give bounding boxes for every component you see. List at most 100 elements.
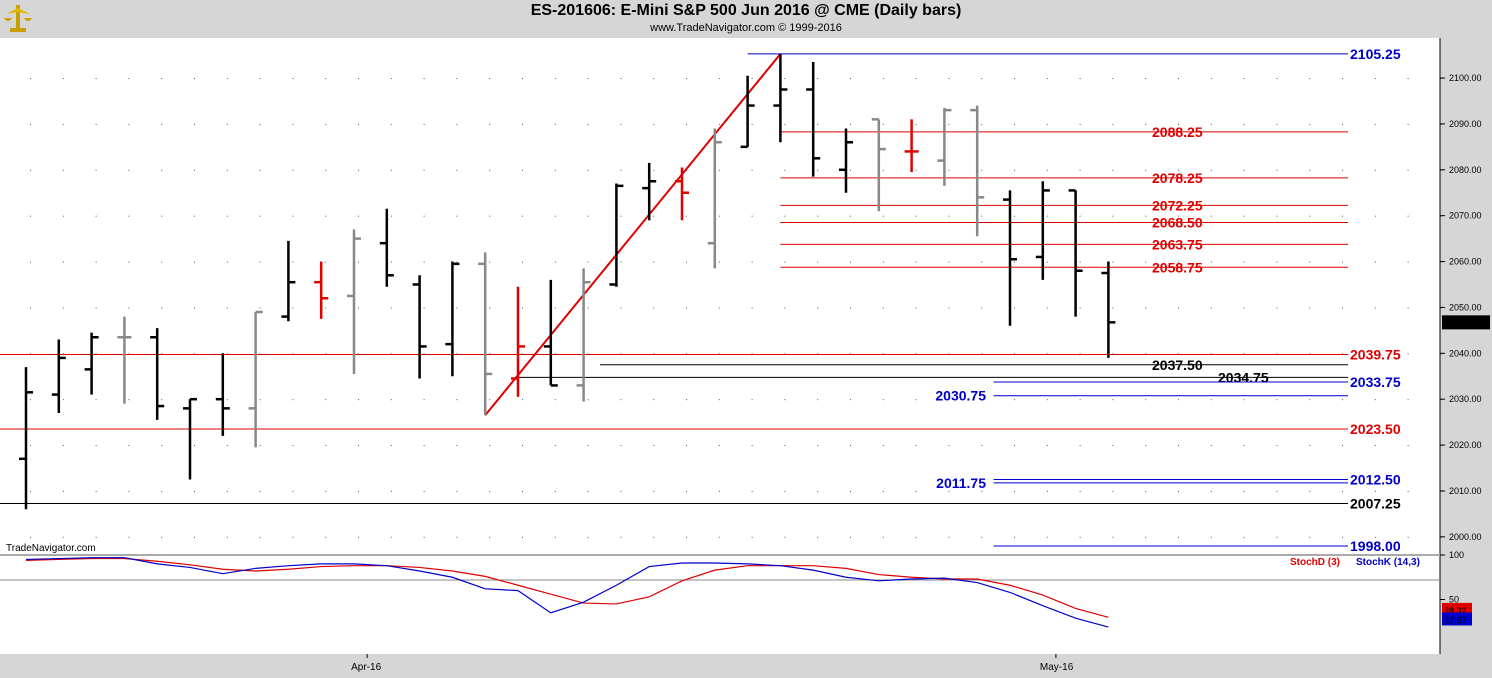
grid-dot <box>948 490 950 492</box>
grid-dot <box>1342 78 1343 80</box>
stoch-tick-label: 100 <box>1449 550 1464 560</box>
grid-dot <box>751 399 753 401</box>
price-tick-label: 2030.00 <box>1449 394 1482 404</box>
grid-dot <box>1210 78 1212 80</box>
last-price-tag <box>1442 315 1490 330</box>
grid-dot <box>981 353 983 355</box>
grid-dot <box>95 123 97 125</box>
price-tick-label: 2040.00 <box>1449 348 1482 358</box>
grid-dot <box>489 78 491 80</box>
grid-dot <box>128 307 130 309</box>
grid-dot <box>686 445 687 447</box>
grid-dot <box>751 215 753 217</box>
grid-dot <box>358 353 359 355</box>
grid-dot <box>423 353 425 355</box>
grid-dot <box>390 307 392 309</box>
grid-dot <box>1342 399 1343 401</box>
grid-dot <box>1079 123 1081 125</box>
grid-dot <box>1178 78 1179 80</box>
grid-dot <box>850 399 851 401</box>
grid-dot <box>784 215 786 217</box>
level-label: 2007.25 <box>1350 496 1401 512</box>
grid-dot <box>850 215 851 217</box>
grid-dot <box>1276 307 1278 309</box>
price-tick-label: 2010.00 <box>1449 486 1482 496</box>
grid-dot <box>522 445 523 447</box>
grid-dot <box>522 169 523 171</box>
grid-dot <box>915 169 917 171</box>
grid-dot <box>1243 169 1245 171</box>
grid-dot <box>226 215 228 217</box>
grid-dot <box>850 78 851 80</box>
grid-dot <box>456 353 458 355</box>
grid-dot <box>423 445 425 447</box>
grid-dot <box>1407 261 1409 263</box>
grid-dot <box>1276 78 1278 80</box>
grid-dot <box>554 536 556 538</box>
grid-dot <box>1374 490 1376 492</box>
grid-dot <box>817 78 819 80</box>
grid-dot <box>1243 123 1245 125</box>
grid-dot <box>1145 123 1147 125</box>
grid-dot <box>1407 445 1409 447</box>
grid-dot <box>1210 123 1212 125</box>
grid-dot <box>128 536 130 538</box>
grid-dot <box>489 536 491 538</box>
grid-dot <box>128 490 130 492</box>
stochastic-panel <box>0 556 1440 654</box>
grid-dot <box>161 536 163 538</box>
grid-dot <box>751 307 753 309</box>
grid-dot <box>1374 123 1376 125</box>
grid-dot <box>587 399 589 401</box>
grid-dot <box>1276 261 1278 263</box>
grid-dot <box>489 215 491 217</box>
grid-dot <box>981 261 983 263</box>
stoch-tick-label: 50 <box>1449 595 1459 605</box>
level-label: 2068.50 <box>1152 215 1203 231</box>
grid-dot <box>259 445 261 447</box>
grid-dot <box>522 78 523 80</box>
grid-dot <box>423 307 425 309</box>
grid-dot <box>784 261 786 263</box>
price-tick-label: 2020.00 <box>1449 440 1482 450</box>
grid-dot <box>1178 399 1179 401</box>
grid-dot <box>423 78 425 80</box>
grid-dot <box>718 490 720 492</box>
grid-dot <box>1309 215 1311 217</box>
grid-dot <box>456 490 458 492</box>
grid-dot <box>850 123 851 125</box>
grid-dot <box>1309 169 1311 171</box>
grid-dot <box>620 536 622 538</box>
grid-dot <box>1079 445 1081 447</box>
grid-dot <box>1178 123 1179 125</box>
grid-dot <box>1309 78 1311 80</box>
grid-dot <box>325 399 327 401</box>
grid-dot <box>587 78 589 80</box>
grid-dot <box>587 215 589 217</box>
grid-dot <box>226 490 228 492</box>
grid-dot <box>620 123 622 125</box>
grid-dot <box>948 399 950 401</box>
grid-dot <box>62 215 64 217</box>
grid-dot <box>1243 78 1245 80</box>
level-label: 2105.25 <box>1350 46 1401 62</box>
grid-dot <box>95 78 97 80</box>
grid-dot <box>95 399 97 401</box>
grid-dot <box>1243 399 1245 401</box>
grid-dot <box>1046 261 1048 263</box>
price-tick-label: 2100.00 <box>1449 73 1482 83</box>
grid-dot <box>325 78 327 80</box>
grid-dot <box>554 215 556 217</box>
price-panel <box>0 38 1440 554</box>
grid-dot <box>1210 353 1212 355</box>
grid-dot <box>817 490 819 492</box>
grid-dot <box>1014 261 1015 263</box>
grid-dot <box>1079 536 1081 538</box>
last-price-label: 2046.75 <box>1445 318 1478 328</box>
grid-dot <box>489 399 491 401</box>
grid-dot <box>390 261 392 263</box>
grid-dot <box>1210 307 1212 309</box>
grid-dot <box>1276 353 1278 355</box>
grid-dot <box>1145 353 1147 355</box>
